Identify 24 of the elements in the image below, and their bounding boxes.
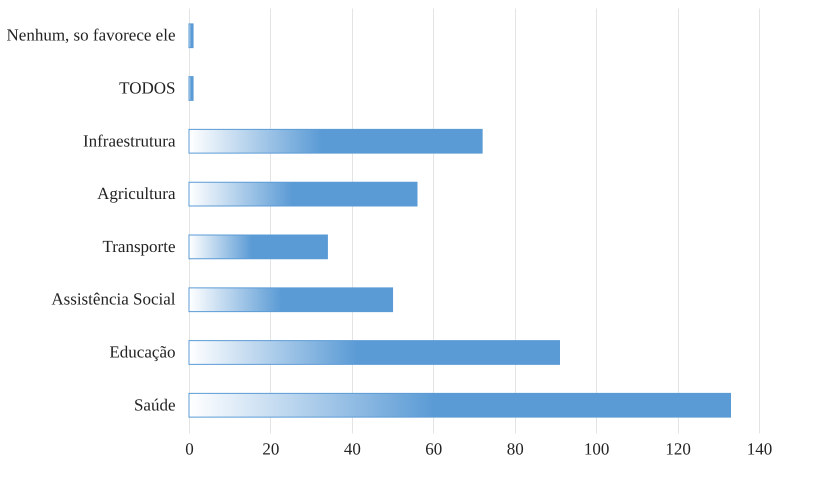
x-tick-label: 120 [665, 440, 691, 458]
bar [188, 182, 418, 206]
y-tick-label: Assistência Social [51, 290, 176, 309]
y-tick-label: Infraestrutura [82, 131, 176, 150]
bar [188, 287, 394, 312]
y-tick-label: Saúde [134, 395, 176, 414]
bar [188, 23, 194, 48]
y-tick-label: TODOS [119, 78, 176, 98]
x-tick-label: 0 [185, 440, 194, 458]
y-tick-label: Transporte [102, 236, 176, 256]
y-tick-label: Agricultura [97, 184, 176, 204]
bar [188, 340, 560, 365]
y-tick-label: Educação [109, 342, 176, 362]
bar [188, 234, 328, 260]
x-tick-label: 20 [262, 440, 280, 458]
bar [188, 392, 731, 418]
y-tick-label: Nenhum, so favorece ele [6, 26, 176, 45]
bar [188, 76, 194, 101]
x-tick-label: 40 [344, 440, 361, 458]
x-tick-label: 100 [584, 440, 610, 458]
x-tick-label: 80 [506, 440, 524, 458]
x-tick-label: 140 [746, 440, 772, 458]
x-tick-label: 60 [425, 440, 442, 458]
bar [188, 128, 483, 154]
